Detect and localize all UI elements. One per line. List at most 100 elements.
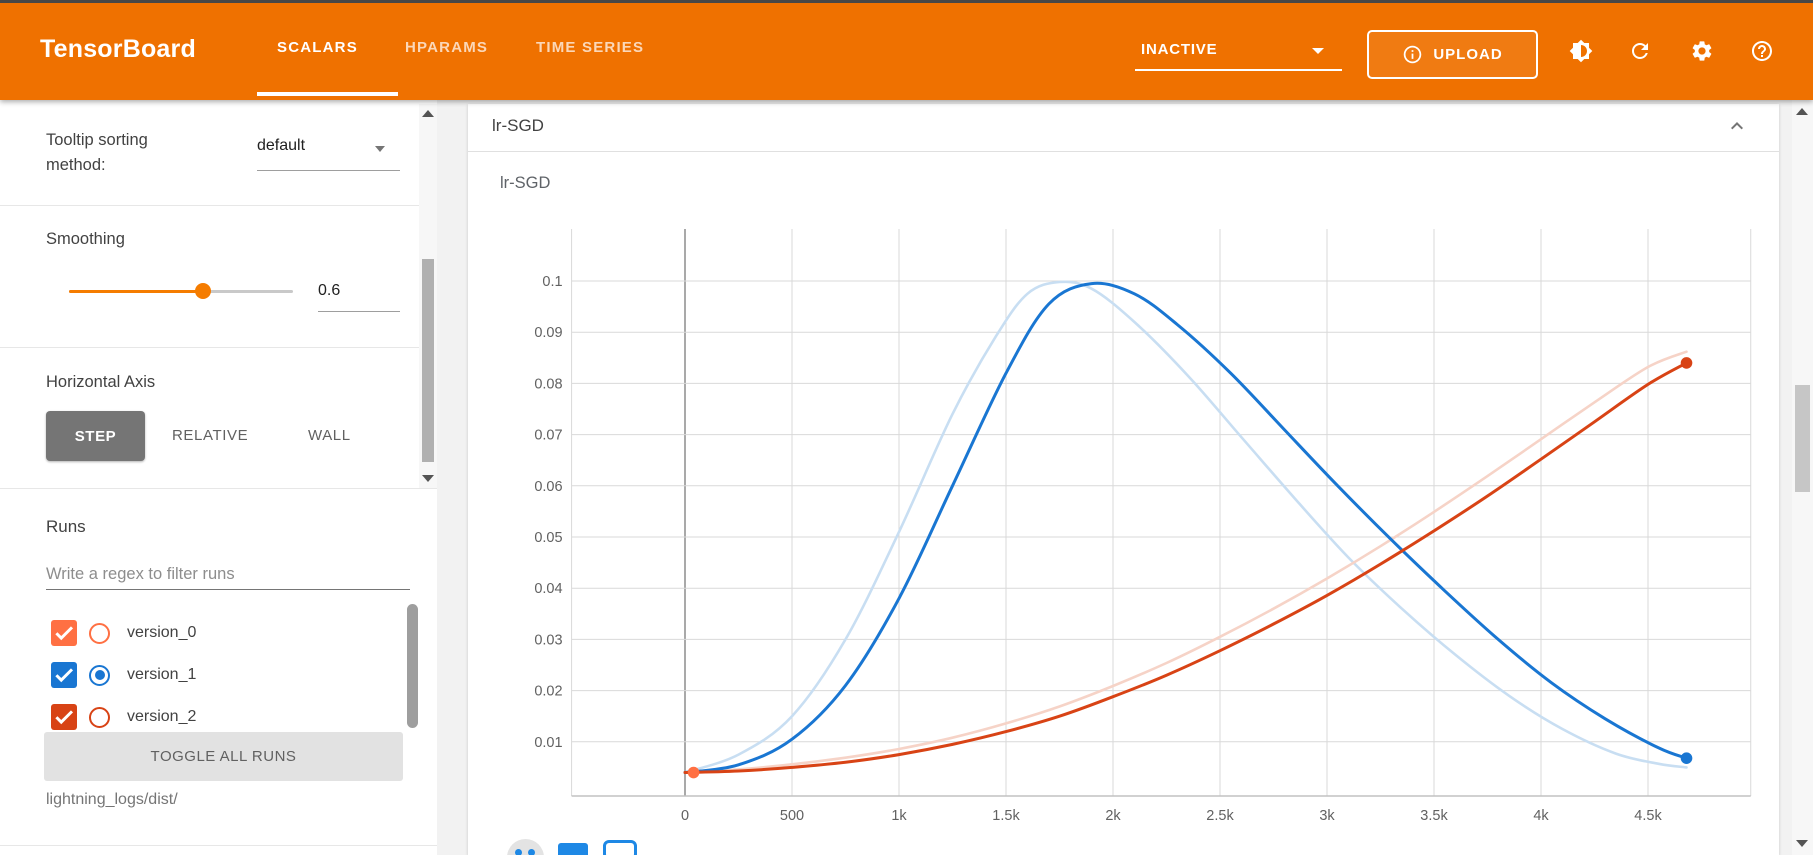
slider-fill	[69, 290, 204, 293]
run-checkbox[interactable]	[51, 704, 77, 730]
svg-text:0.04: 0.04	[534, 581, 562, 597]
tooltip-sorting-select[interactable]: default	[257, 137, 306, 154]
horizontal-axis-label: Horizontal Axis	[46, 373, 156, 391]
run-label: version_2	[127, 708, 197, 725]
page-scrollbar[interactable]	[1792, 100, 1813, 855]
svg-text:4k: 4k	[1533, 808, 1549, 824]
run-row[interactable]: version_0	[0, 613, 400, 653]
wall-button[interactable]: WALL	[308, 427, 351, 444]
tab-hparams[interactable]: HPARAMS	[405, 39, 489, 56]
help-icon[interactable]	[1750, 39, 1774, 63]
check-icon	[55, 710, 74, 725]
svg-text:0.03: 0.03	[534, 632, 562, 648]
section-divider	[0, 488, 437, 489]
upload-button[interactable]: UPLOAD	[1367, 30, 1538, 79]
group-header[interactable]: lr-SGD	[468, 104, 1779, 152]
upload-button-label: UPLOAD	[1433, 46, 1503, 63]
chart-title: lr-SGD	[500, 174, 551, 192]
select-underline	[1135, 69, 1342, 71]
active-tab-indicator	[257, 92, 398, 96]
svg-text:2.5k: 2.5k	[1206, 808, 1234, 824]
svg-text:3.5k: 3.5k	[1420, 808, 1448, 824]
svg-text:3k: 3k	[1319, 808, 1335, 824]
log-dir-label: lightning_logs/dist/	[46, 791, 178, 808]
check-icon	[55, 668, 74, 683]
runs-scrollbar[interactable]	[407, 604, 418, 728]
run-row[interactable]: version_2	[0, 697, 400, 737]
svg-text:0.01: 0.01	[534, 735, 562, 751]
svg-text:0.02: 0.02	[534, 684, 562, 700]
slider-thumb[interactable]	[195, 283, 212, 299]
section-divider	[0, 845, 437, 846]
radio-dot	[95, 712, 105, 722]
run-status-select[interactable]: INACTIVE	[1135, 35, 1342, 71]
dropdown-caret-icon	[375, 146, 385, 152]
run-row[interactable]: version_1	[0, 655, 400, 695]
select-underline	[257, 170, 400, 171]
svg-text:0: 0	[681, 808, 689, 824]
scrollbar-thumb[interactable]	[1795, 385, 1810, 492]
scroll-down-arrow[interactable]	[1796, 840, 1808, 847]
info-icon	[1402, 44, 1423, 65]
run-radio[interactable]	[89, 622, 110, 644]
scroll-up-arrow[interactable]	[1796, 108, 1808, 115]
run-checkbox[interactable]	[51, 620, 77, 646]
toggle-all-runs-button[interactable]: TOGGLE ALL RUNS	[44, 732, 403, 781]
smoothing-slider[interactable]	[69, 290, 293, 293]
run-status-value: INACTIVE	[1141, 41, 1218, 58]
tooltip-sorting-label: Tooltip sorting method:	[46, 131, 148, 174]
tab-scalars[interactable]: SCALARS	[277, 39, 358, 56]
relative-button[interactable]: RELATIVE	[172, 427, 249, 444]
more-options-button[interactable]	[507, 839, 544, 855]
scalar-chart[interactable]: 0 500 1k 1.5k 2k 2.5k 3k 3.5k 4k 4.5k 0.01 0.02 0.03…	[468, 152, 1779, 855]
settings-gear-icon[interactable]	[1690, 39, 1714, 63]
group-title: lr-SGD	[492, 116, 544, 135]
runs-label: Runs	[46, 517, 86, 536]
svg-text:0.09: 0.09	[534, 325, 562, 341]
value-underline	[318, 311, 400, 312]
section-divider	[0, 205, 437, 206]
pin-chart-button[interactable]	[558, 843, 588, 855]
settings-scrollbar[interactable]	[419, 104, 437, 488]
collapse-chevron-icon[interactable]	[1725, 114, 1753, 142]
svg-text:0.05: 0.05	[534, 530, 562, 546]
svg-text:0.08: 0.08	[534, 376, 562, 392]
brightness-icon[interactable]	[1569, 39, 1593, 63]
scrollbar-thumb[interactable]	[422, 259, 434, 462]
smoothing-label: Smoothing	[46, 230, 125, 248]
run-radio[interactable]	[89, 706, 110, 728]
svg-text:0.1: 0.1	[542, 274, 562, 290]
dot-icon	[515, 849, 522, 855]
run-filter-input[interactable]	[46, 560, 410, 590]
svg-text:4.5k: 4.5k	[1634, 808, 1662, 824]
step-button[interactable]: STEP	[46, 411, 145, 461]
run-label: version_1	[127, 666, 197, 683]
svg-text:1.5k: 1.5k	[992, 808, 1020, 824]
scroll-down-arrow[interactable]	[422, 475, 434, 482]
scalar-card: lr-SGD lr-SGD 0 500 1k 1.5k 2k 2.5k 3k 3.5k 4k 4.…	[468, 104, 1779, 855]
radio-dot	[95, 628, 105, 638]
svg-text:0.07: 0.07	[534, 428, 562, 444]
radio-dot	[94, 670, 105, 680]
svg-text:1k: 1k	[891, 808, 907, 824]
run-label: version_0	[127, 624, 197, 641]
run-checkbox[interactable]	[51, 662, 77, 688]
window-top-border	[0, 0, 1813, 3]
settings-sidebar: Tooltip sorting method: default Smoothin…	[0, 100, 437, 855]
app-bar: TensorBoard SCALARS HPARAMS TIME SERIES …	[0, 3, 1813, 100]
dot-icon	[528, 849, 535, 855]
svg-text:2k: 2k	[1105, 808, 1121, 824]
scroll-up-arrow[interactable]	[422, 110, 434, 117]
expand-chart-button[interactable]	[603, 840, 637, 855]
dropdown-caret-icon	[1312, 48, 1324, 54]
tensorboard-logo: TensorBoard	[40, 35, 196, 63]
smoothing-value[interactable]: 0.6	[318, 282, 341, 299]
refresh-icon[interactable]	[1628, 39, 1652, 63]
section-divider	[0, 347, 437, 348]
svg-text:0.06: 0.06	[534, 479, 562, 495]
run-radio[interactable]	[89, 664, 110, 686]
svg-text:500: 500	[780, 808, 804, 824]
tab-time-series[interactable]: TIME SERIES	[536, 39, 645, 56]
check-icon	[55, 626, 74, 641]
